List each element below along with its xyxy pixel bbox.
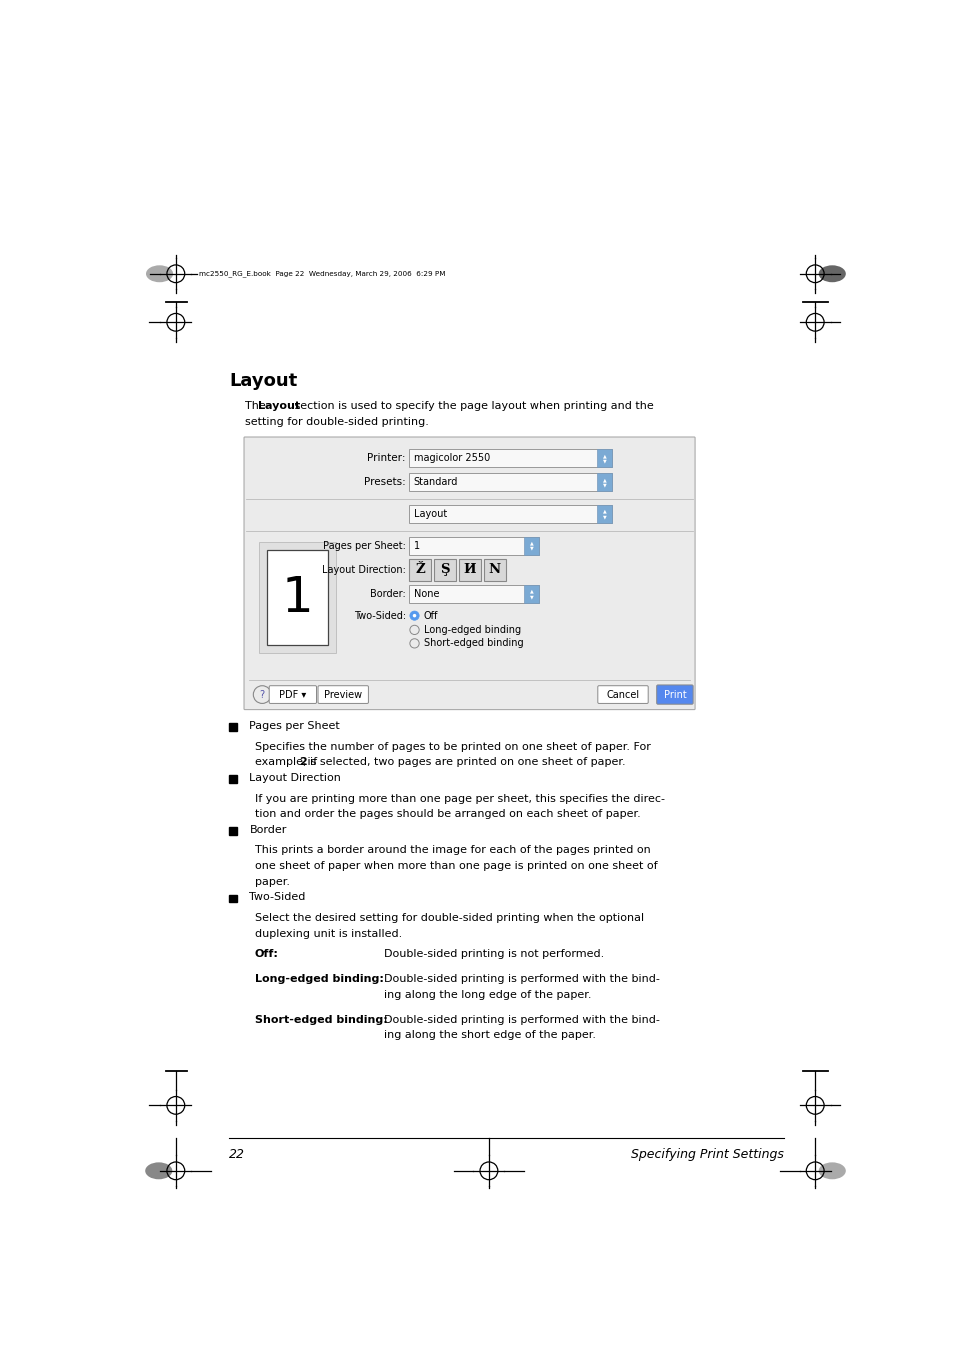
Circle shape xyxy=(413,613,416,617)
Ellipse shape xyxy=(145,1162,172,1179)
Text: This prints a border around the image for each of the pages printed on: This prints a border around the image fo… xyxy=(254,846,650,855)
Text: example, if: example, if xyxy=(254,758,320,767)
Text: Layout: Layout xyxy=(258,401,300,411)
FancyBboxPatch shape xyxy=(244,436,695,709)
Text: Print: Print xyxy=(663,689,685,700)
Text: ing along the short edge of the paper.: ing along the short edge of the paper. xyxy=(384,1031,596,1040)
Text: 22: 22 xyxy=(229,1148,245,1162)
Text: Short-edged binding: Short-edged binding xyxy=(423,639,523,648)
FancyBboxPatch shape xyxy=(409,559,431,581)
Bar xyxy=(229,894,236,902)
FancyBboxPatch shape xyxy=(523,585,538,603)
Bar xyxy=(229,827,236,835)
Text: is selected, two pages are printed on one sheet of paper.: is selected, two pages are printed on on… xyxy=(303,758,625,767)
Text: ▼: ▼ xyxy=(602,482,606,488)
Text: Layout Direction:: Layout Direction: xyxy=(322,565,406,574)
Text: Two-Sided: Two-Sided xyxy=(249,893,306,902)
Text: If you are printing more than one page per sheet, this specifies the direc-: If you are printing more than one page p… xyxy=(254,793,664,804)
Text: 1: 1 xyxy=(414,540,419,551)
Circle shape xyxy=(410,611,418,620)
Text: Layout: Layout xyxy=(414,509,447,519)
Text: ▼: ▼ xyxy=(529,594,533,600)
FancyBboxPatch shape xyxy=(523,536,538,555)
FancyBboxPatch shape xyxy=(317,686,368,704)
Text: ?: ? xyxy=(259,689,265,700)
Bar xyxy=(229,723,236,731)
Text: ing along the long edge of the paper.: ing along the long edge of the paper. xyxy=(384,990,591,1000)
Text: mc2550_RG_E.book  Page 22  Wednesday, March 29, 2006  6:29 PM: mc2550_RG_E.book Page 22 Wednesday, Marc… xyxy=(199,270,445,277)
FancyBboxPatch shape xyxy=(458,559,480,581)
Text: The: The xyxy=(245,401,269,411)
Text: Double-sided printing is performed with the bind-: Double-sided printing is performed with … xyxy=(384,1015,659,1024)
Text: Two-Sided:: Two-Sided: xyxy=(354,611,406,620)
Text: Specifying Print Settings: Specifying Print Settings xyxy=(631,1148,783,1162)
FancyBboxPatch shape xyxy=(596,505,612,523)
Text: 2: 2 xyxy=(299,758,307,767)
FancyBboxPatch shape xyxy=(267,550,328,644)
Text: Specifies the number of pages to be printed on one sheet of paper. For: Specifies the number of pages to be prin… xyxy=(254,742,650,751)
Text: Pages per Sheet: Pages per Sheet xyxy=(249,721,340,731)
Ellipse shape xyxy=(146,265,172,282)
Text: duplexing unit is installed.: duplexing unit is installed. xyxy=(254,929,402,939)
Text: ▲: ▲ xyxy=(529,540,533,546)
Text: Preview: Preview xyxy=(324,689,362,700)
Text: Border: Border xyxy=(249,824,287,835)
Text: Double-sided printing is not performed.: Double-sided printing is not performed. xyxy=(384,950,604,959)
Text: Ş: Ş xyxy=(439,563,449,577)
Text: ▼: ▼ xyxy=(529,546,533,551)
Text: Short-edged binding:: Short-edged binding: xyxy=(254,1015,387,1024)
Text: Pages per Sheet:: Pages per Sheet: xyxy=(323,540,406,551)
FancyBboxPatch shape xyxy=(409,536,538,555)
Text: ▲: ▲ xyxy=(602,509,606,513)
Text: Long-edged binding:: Long-edged binding: xyxy=(254,974,383,984)
FancyBboxPatch shape xyxy=(409,449,612,467)
Bar xyxy=(229,775,236,782)
Text: one sheet of paper when more than one page is printed on one sheet of: one sheet of paper when more than one pa… xyxy=(254,862,657,871)
FancyBboxPatch shape xyxy=(598,686,647,704)
Ellipse shape xyxy=(818,1162,845,1179)
Text: ▲: ▲ xyxy=(529,589,533,594)
Text: ▼: ▼ xyxy=(602,458,606,463)
Text: Cancel: Cancel xyxy=(606,689,639,700)
Text: PDF ▾: PDF ▾ xyxy=(279,689,306,700)
Text: Layout Direction: Layout Direction xyxy=(249,773,341,782)
FancyBboxPatch shape xyxy=(434,559,456,581)
Ellipse shape xyxy=(818,265,845,282)
Text: Double-sided printing is performed with the bind-: Double-sided printing is performed with … xyxy=(384,974,659,984)
Text: Layout: Layout xyxy=(229,372,297,389)
Text: None: None xyxy=(414,589,438,598)
Text: Off:: Off: xyxy=(254,950,278,959)
FancyBboxPatch shape xyxy=(656,685,693,704)
Text: ▲: ▲ xyxy=(602,453,606,458)
Text: 1: 1 xyxy=(281,574,313,621)
FancyBboxPatch shape xyxy=(409,473,612,492)
Text: Ž: Ž xyxy=(415,563,425,577)
FancyBboxPatch shape xyxy=(258,542,335,654)
FancyBboxPatch shape xyxy=(409,505,612,523)
Text: И: И xyxy=(463,563,476,577)
Text: Printer:: Printer: xyxy=(367,453,406,463)
Text: Select the desired setting for double-sided printing when the optional: Select the desired setting for double-si… xyxy=(254,913,643,923)
Text: ▼: ▼ xyxy=(602,515,606,519)
Text: N: N xyxy=(488,563,500,577)
Text: Standard: Standard xyxy=(414,477,457,488)
FancyBboxPatch shape xyxy=(409,585,538,603)
Text: section is used to specify the page layout when printing and the: section is used to specify the page layo… xyxy=(291,401,653,411)
Text: setting for double-sided printing.: setting for double-sided printing. xyxy=(245,417,428,427)
FancyBboxPatch shape xyxy=(269,686,316,704)
Text: Off: Off xyxy=(423,611,437,620)
FancyBboxPatch shape xyxy=(483,559,505,581)
Text: tion and order the pages should be arranged on each sheet of paper.: tion and order the pages should be arran… xyxy=(254,809,640,819)
Text: paper.: paper. xyxy=(254,877,290,888)
Text: Long-edged binding: Long-edged binding xyxy=(423,626,520,635)
Text: Presets:: Presets: xyxy=(364,477,406,488)
Text: Border:: Border: xyxy=(370,589,406,598)
FancyBboxPatch shape xyxy=(596,449,612,467)
Text: ▲: ▲ xyxy=(602,477,606,482)
Text: magicolor 2550: magicolor 2550 xyxy=(414,453,490,463)
FancyBboxPatch shape xyxy=(596,473,612,492)
